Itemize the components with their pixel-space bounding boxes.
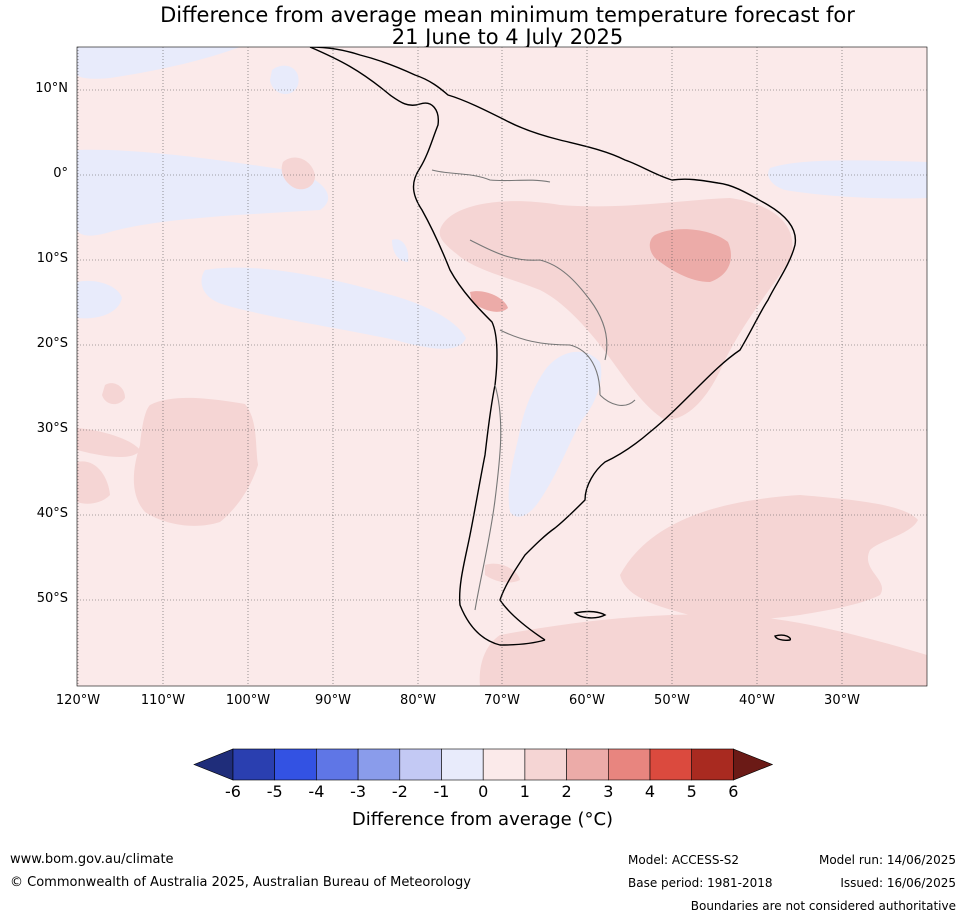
colorbar-swatch <box>274 748 317 781</box>
longitude-label: 110°W <box>140 693 186 708</box>
longitude-label: 40°W <box>739 693 775 708</box>
anomaly-field <box>77 47 927 686</box>
colorbar-tick-label: 0 <box>478 782 489 801</box>
warm-region-small-1 <box>281 157 316 190</box>
longitude-label: 90°W <box>315 693 351 708</box>
warm-region-strong-peru <box>470 291 508 312</box>
border-peru-brazil <box>469 239 608 361</box>
colorbar-swatch <box>316 748 359 781</box>
colorbar-swatch <box>524 748 567 781</box>
cool-region-east-pacific <box>201 267 466 349</box>
colorbar-tick-label: 2 <box>561 782 572 801</box>
latitude-label: 0° <box>53 166 68 181</box>
colorbar-swatch <box>441 748 484 781</box>
colorbar-tick-label: 6 <box>728 782 739 801</box>
colorbar-swatch <box>232 748 276 781</box>
title-line-1: Difference from average mean minimum tem… <box>160 3 855 27</box>
colorbar-label: Difference from average (°C) <box>351 809 614 830</box>
border-chile-argentina <box>474 384 502 611</box>
colorbar-swatch <box>399 748 442 781</box>
west-coast <box>309 47 546 646</box>
longitude-label: 60°W <box>569 693 605 708</box>
colorbar-tick-label: -1 <box>433 782 450 801</box>
latitude-label: 30°S <box>36 421 68 436</box>
colorbar-tick-label: -6 <box>225 782 241 801</box>
cool-region-atlantic <box>768 160 927 199</box>
longitude-label: 120°W <box>55 693 101 708</box>
title-line-2: 21 June to 4 July 2025 <box>391 25 624 49</box>
east-coast <box>309 47 797 641</box>
map-title: Difference from average mean minimum tem… <box>0 4 965 48</box>
colorbar-tick-label: -2 <box>391 782 408 801</box>
model-run-text: Model run: 14/06/2025 <box>818 853 956 867</box>
warm-region-strong-brazil <box>649 229 731 282</box>
cool-region-west-edge <box>77 280 122 319</box>
latitude-label: 50°S <box>36 591 68 606</box>
colorbar-arrow-max <box>733 748 774 781</box>
latitude-label: 10°S <box>36 251 68 266</box>
warm-region-southern-ocean <box>479 614 927 686</box>
longitude-label: 100°W <box>225 693 271 708</box>
warm-region-west-edge-2 <box>77 461 110 504</box>
warm-region-small-2 <box>102 383 125 405</box>
colorbar-swatch <box>566 748 609 781</box>
latitude-label: 10°N <box>35 81 68 96</box>
longitude-label: 80°W <box>400 693 436 708</box>
colorbar <box>193 748 774 781</box>
cool-region-north-pacific <box>77 47 240 79</box>
colorbar-swatch <box>482 748 526 781</box>
latitude-label: 20°S <box>36 336 68 351</box>
colorbar-tick-label: 5 <box>686 782 697 801</box>
colorbar-tick-label: -4 <box>308 782 325 801</box>
copyright-text: © Commonwealth of Australia 2025, Austra… <box>10 875 471 890</box>
longitude-label: 50°W <box>654 693 690 708</box>
colorbar-tick-label: -3 <box>350 782 367 801</box>
cool-region-small-1 <box>270 65 299 95</box>
border-paraguay <box>599 394 636 406</box>
colorbar-swatch <box>649 748 693 781</box>
cool-region-small-2 <box>392 239 409 262</box>
disclaimer-text: Boundaries are not considered authoritat… <box>690 899 956 913</box>
cool-region-argentina <box>508 351 602 517</box>
colorbar-swatch <box>357 748 401 781</box>
base-period-text: Base period: 1981-2018 <box>628 876 773 890</box>
longitude-label: 30°W <box>824 693 860 708</box>
country-borders <box>431 169 636 611</box>
colorbar-tick-label: 1 <box>519 782 530 801</box>
model-text: Model: ACCESS-S2 <box>628 853 740 867</box>
border-north <box>431 169 551 183</box>
colorbar-tick-label: 4 <box>644 782 656 801</box>
colorbar-swatch <box>691 748 734 781</box>
latitude-label: 40°S <box>36 506 68 521</box>
warm-region-west-edge-1 <box>77 428 140 457</box>
warm-region-south-atlantic <box>620 495 918 621</box>
longitude-label: 70°W <box>484 693 520 708</box>
website-text: www.bom.gov.au/climate <box>10 852 174 867</box>
colorbar-tick-label: 3 <box>603 782 614 801</box>
issued-text: Issued: 16/06/2025 <box>840 876 956 890</box>
cool-region-equatorial-pacific <box>77 149 329 236</box>
south-georgia <box>774 634 792 641</box>
colorbar-arrow-min <box>193 748 234 781</box>
graticule <box>77 47 927 686</box>
colorbar-tick-label: -5 <box>266 782 283 801</box>
colorbar-swatch <box>607 748 651 781</box>
